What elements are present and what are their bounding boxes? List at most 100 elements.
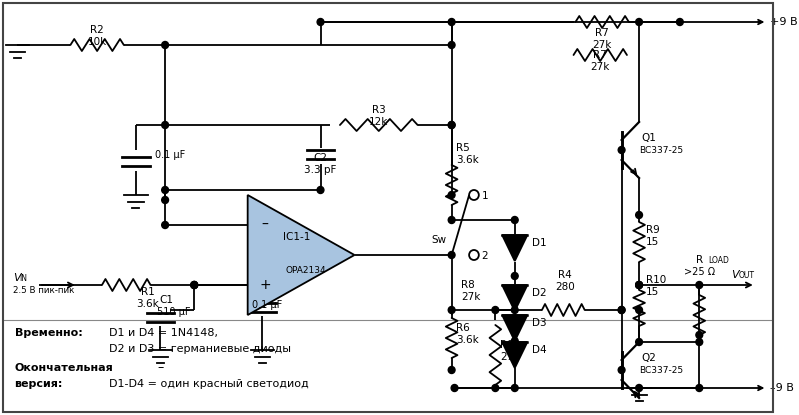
- Circle shape: [317, 19, 324, 25]
- Circle shape: [448, 366, 455, 374]
- Circle shape: [677, 19, 683, 25]
- Text: BC337-25: BC337-25: [639, 366, 683, 374]
- Polygon shape: [248, 195, 355, 315]
- Circle shape: [448, 42, 455, 49]
- Text: C1: C1: [159, 295, 173, 305]
- Circle shape: [636, 281, 642, 288]
- Circle shape: [511, 307, 519, 313]
- Circle shape: [636, 281, 642, 288]
- Circle shape: [511, 217, 519, 224]
- Text: OUT: OUT: [739, 271, 755, 279]
- Circle shape: [696, 385, 702, 391]
- Text: 15: 15: [646, 237, 659, 247]
- Text: R: R: [696, 255, 703, 265]
- Text: 280: 280: [555, 282, 575, 292]
- Text: IN: IN: [19, 273, 27, 283]
- Circle shape: [696, 339, 702, 346]
- Circle shape: [511, 337, 519, 344]
- Text: R7: R7: [594, 50, 607, 60]
- Text: –: –: [262, 218, 268, 232]
- Text: V: V: [13, 273, 20, 283]
- Text: D1 и D4 = 1N4148,: D1 и D4 = 1N4148,: [109, 328, 218, 338]
- Text: Q1: Q1: [641, 133, 656, 143]
- Text: 2.5 В пик-пик: 2.5 В пик-пик: [13, 286, 74, 295]
- Circle shape: [448, 19, 455, 25]
- Circle shape: [636, 19, 642, 25]
- Text: V: V: [731, 270, 739, 280]
- Text: R3: R3: [372, 105, 386, 115]
- Text: D1-D4 = один красный светодиод: D1-D4 = один красный светодиод: [109, 379, 308, 389]
- Circle shape: [636, 212, 642, 219]
- Circle shape: [161, 122, 169, 129]
- Circle shape: [636, 339, 642, 346]
- Circle shape: [618, 366, 625, 374]
- Text: 3.6k: 3.6k: [456, 335, 479, 345]
- Text: 510 μF: 510 μF: [157, 307, 191, 317]
- Text: R9: R9: [646, 225, 660, 235]
- Text: IC1-1: IC1-1: [283, 232, 310, 242]
- Circle shape: [696, 281, 702, 288]
- Text: R2: R2: [90, 25, 104, 35]
- Text: LOAD: LOAD: [708, 256, 729, 264]
- Polygon shape: [502, 342, 527, 368]
- Text: 3.3 pF: 3.3 pF: [304, 165, 336, 175]
- Text: 12k: 12k: [369, 117, 388, 127]
- Text: –9 В: –9 В: [770, 383, 794, 393]
- Circle shape: [451, 385, 458, 391]
- Text: R4: R4: [559, 270, 572, 280]
- Text: 27k: 27k: [500, 352, 519, 362]
- Text: 2: 2: [482, 251, 488, 261]
- Text: 27k: 27k: [461, 292, 481, 302]
- Text: +: +: [260, 278, 271, 292]
- Text: R10: R10: [646, 275, 666, 285]
- Text: 27k: 27k: [593, 40, 612, 50]
- Text: R7: R7: [595, 28, 609, 38]
- Text: D4: D4: [532, 345, 547, 355]
- Text: 0.1 μF: 0.1 μF: [155, 150, 185, 160]
- Text: R8: R8: [500, 340, 514, 350]
- Text: 3.6k: 3.6k: [456, 155, 479, 165]
- Circle shape: [618, 307, 625, 313]
- Text: R6: R6: [456, 323, 471, 333]
- Circle shape: [636, 385, 642, 391]
- Text: R5: R5: [456, 143, 471, 153]
- Text: 15: 15: [646, 287, 659, 297]
- Circle shape: [448, 251, 455, 259]
- Circle shape: [448, 307, 455, 313]
- Text: 1: 1: [482, 191, 488, 201]
- Circle shape: [448, 122, 455, 129]
- Circle shape: [191, 281, 197, 288]
- Text: Временно:: Временно:: [14, 328, 82, 338]
- Circle shape: [448, 191, 455, 198]
- Polygon shape: [502, 285, 527, 311]
- Polygon shape: [502, 315, 527, 341]
- Text: 10k: 10k: [88, 37, 107, 47]
- Text: +9 В: +9 В: [770, 17, 798, 27]
- Circle shape: [511, 385, 519, 391]
- Circle shape: [492, 385, 499, 391]
- Text: 0.1 μF: 0.1 μF: [252, 300, 282, 310]
- Circle shape: [448, 122, 455, 129]
- Text: OPA2134: OPA2134: [285, 266, 326, 274]
- Text: R1: R1: [141, 287, 154, 297]
- Circle shape: [317, 186, 324, 193]
- Circle shape: [161, 196, 169, 203]
- Text: Sw: Sw: [431, 235, 447, 245]
- Circle shape: [636, 281, 642, 288]
- Circle shape: [191, 281, 197, 288]
- Text: Окончательная: Окончательная: [14, 363, 113, 373]
- Text: 27k: 27k: [590, 62, 610, 72]
- Text: Q2: Q2: [641, 353, 656, 363]
- Circle shape: [492, 307, 499, 313]
- Circle shape: [469, 250, 479, 260]
- Text: D3: D3: [532, 318, 547, 328]
- Text: >25 Ω: >25 Ω: [684, 267, 715, 277]
- Text: –: –: [157, 361, 163, 374]
- Circle shape: [469, 190, 479, 200]
- Text: C2: C2: [313, 153, 328, 163]
- Polygon shape: [502, 235, 527, 261]
- Circle shape: [618, 307, 625, 313]
- Circle shape: [696, 332, 702, 339]
- Circle shape: [448, 217, 455, 224]
- Text: BC337-25: BC337-25: [639, 146, 683, 154]
